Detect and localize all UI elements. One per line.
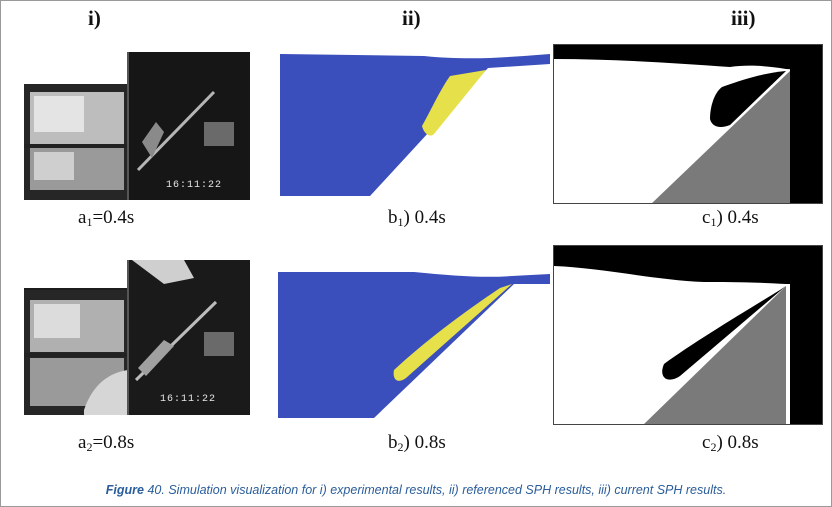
caption-a2: a2=0.8s (78, 432, 135, 454)
experimental-photo-0-8s: 16:11:22 (24, 260, 250, 415)
current-sph-0-4s (553, 44, 823, 204)
figure-label: Figure (105, 483, 144, 497)
caption-a1: a1=0.4s (78, 207, 135, 229)
timestamp-overlay: 16:11:22 (166, 180, 223, 191)
column-heading-referenced-sph: ii) (402, 6, 421, 30)
current-sph-0-8s (553, 245, 823, 425)
column-heading-experimental: i) (88, 6, 101, 30)
figure-number: 40 (147, 483, 162, 497)
referenced-sph-0-8s (274, 262, 556, 422)
column-heading-current-sph: iii) (731, 6, 756, 30)
figure-caption-text: . Simulation visualization for i) experi… (161, 483, 727, 497)
caption-b2: b2) 0.8s (388, 432, 446, 454)
experimental-photo-0-4s: 16:11:22 (24, 52, 250, 200)
caption-c1: c1) 0.4s (702, 207, 759, 229)
caption-c2: c2) 0.8s (702, 432, 759, 454)
caption-b1: b1) 0.4s (388, 207, 446, 229)
timestamp-overlay: 16:11:22 (160, 394, 217, 405)
figure-caption: Figure 40. Simulation visualization for … (0, 483, 832, 497)
referenced-sph-0-4s (274, 46, 556, 202)
